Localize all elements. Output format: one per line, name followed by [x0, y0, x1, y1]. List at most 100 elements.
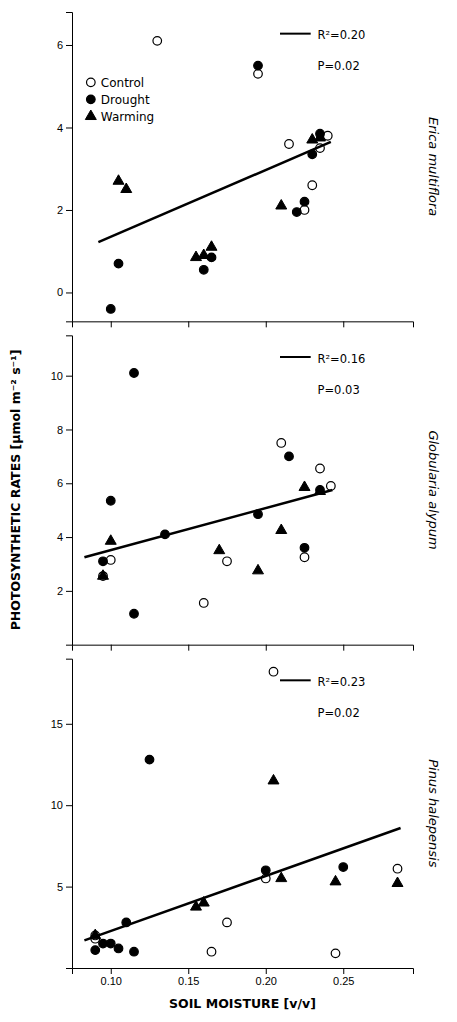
tick-mark [66, 127, 72, 128]
y-axis: 0246 [57, 13, 73, 322]
point-shape [106, 939, 115, 948]
point-shape [130, 609, 139, 618]
legend-marker-shape [87, 78, 96, 87]
point-shape [106, 556, 115, 565]
point [300, 197, 309, 206]
plot-area [84, 667, 403, 957]
point-shape [214, 544, 225, 553]
tick-label: 10 [51, 370, 63, 382]
point-shape [223, 557, 232, 566]
point [114, 944, 123, 953]
point-shape [392, 877, 403, 886]
x-tick [266, 645, 267, 651]
point [300, 544, 309, 553]
axis-line [66, 336, 73, 645]
point-shape [276, 524, 287, 533]
point [268, 774, 279, 783]
tick-mark [266, 968, 267, 974]
tick-label: 0.10 [101, 975, 122, 987]
point-shape [307, 134, 318, 143]
tick-label: 2 [57, 585, 63, 597]
panel: 246810R²=0.16P=0.03Globularia alypum [51, 336, 441, 651]
axis-line [66, 659, 73, 968]
point-shape [98, 570, 109, 579]
y-tick: 10 [51, 370, 72, 382]
point [299, 481, 310, 490]
point [308, 181, 317, 190]
tick-mark [266, 321, 267, 327]
point-shape [91, 946, 100, 955]
y-tick: 0 [57, 286, 72, 298]
point [161, 530, 170, 539]
point-shape [299, 481, 310, 490]
x-tick [188, 645, 189, 651]
tick-mark [66, 805, 72, 806]
point-shape [268, 774, 279, 783]
y-tick: 2 [57, 204, 72, 216]
point [254, 510, 263, 519]
point [276, 524, 287, 533]
legend: ControlDroughtWarming [85, 76, 154, 124]
point-shape [300, 197, 309, 206]
axis-line [73, 969, 414, 975]
point-shape [153, 37, 162, 46]
y-tick: 5 [57, 881, 72, 893]
regression-line [84, 490, 332, 557]
x-axis: 0.10 0.15 0.20 0.25 [73, 968, 414, 987]
point [198, 897, 209, 906]
point-shape [285, 452, 294, 461]
tick-label: 0 [57, 286, 63, 298]
point-shape [330, 875, 341, 884]
legend-marker-shape [87, 95, 96, 104]
point-shape [105, 535, 116, 544]
tick-label: 4 [57, 531, 63, 543]
x-tick: 0.20 [256, 968, 277, 987]
point-shape [308, 181, 317, 190]
point [106, 939, 115, 948]
point [316, 144, 325, 153]
point [339, 863, 348, 872]
point-shape [269, 667, 278, 676]
annotation: P=0.02 [318, 59, 360, 73]
tick-mark [188, 645, 189, 651]
point [285, 140, 294, 149]
legend-label: Warming [101, 110, 154, 124]
point-shape [316, 464, 325, 473]
legend-marker [87, 78, 96, 87]
point [269, 667, 278, 676]
point [99, 557, 108, 566]
point [392, 877, 403, 886]
tick-mark [66, 537, 72, 538]
tick-label: 0.15 [178, 975, 199, 987]
point-shape [308, 150, 317, 159]
panel-title: Globularia alypum [426, 430, 441, 549]
point [122, 918, 131, 927]
tick-mark [66, 429, 72, 430]
point-shape [339, 863, 348, 872]
annotation-line [280, 356, 311, 358]
x-tick: 0.25 [333, 968, 354, 987]
point [254, 70, 263, 79]
tick-mark [66, 483, 72, 484]
panel-title: Pinus halepensis [426, 759, 441, 868]
point-shape [292, 208, 301, 217]
tick-mark [111, 968, 112, 974]
tick-label: 5 [57, 881, 63, 893]
point [276, 872, 287, 881]
tick-mark [111, 645, 112, 651]
x-tick: 0.10 [101, 968, 122, 987]
point-shape [114, 944, 123, 953]
point-shape [277, 439, 286, 448]
plot-area [84, 369, 335, 618]
annotation: R²=0.16 [318, 352, 366, 366]
y-tick: 10 [51, 799, 72, 811]
point [106, 305, 115, 314]
plot-area [98, 37, 332, 314]
tick-label: 8 [57, 423, 63, 435]
legend-marker [85, 110, 96, 119]
y-axis: 246810 [51, 336, 73, 645]
tick-mark [343, 968, 344, 974]
point [253, 564, 264, 573]
point [277, 439, 286, 448]
axis-line [66, 13, 73, 322]
